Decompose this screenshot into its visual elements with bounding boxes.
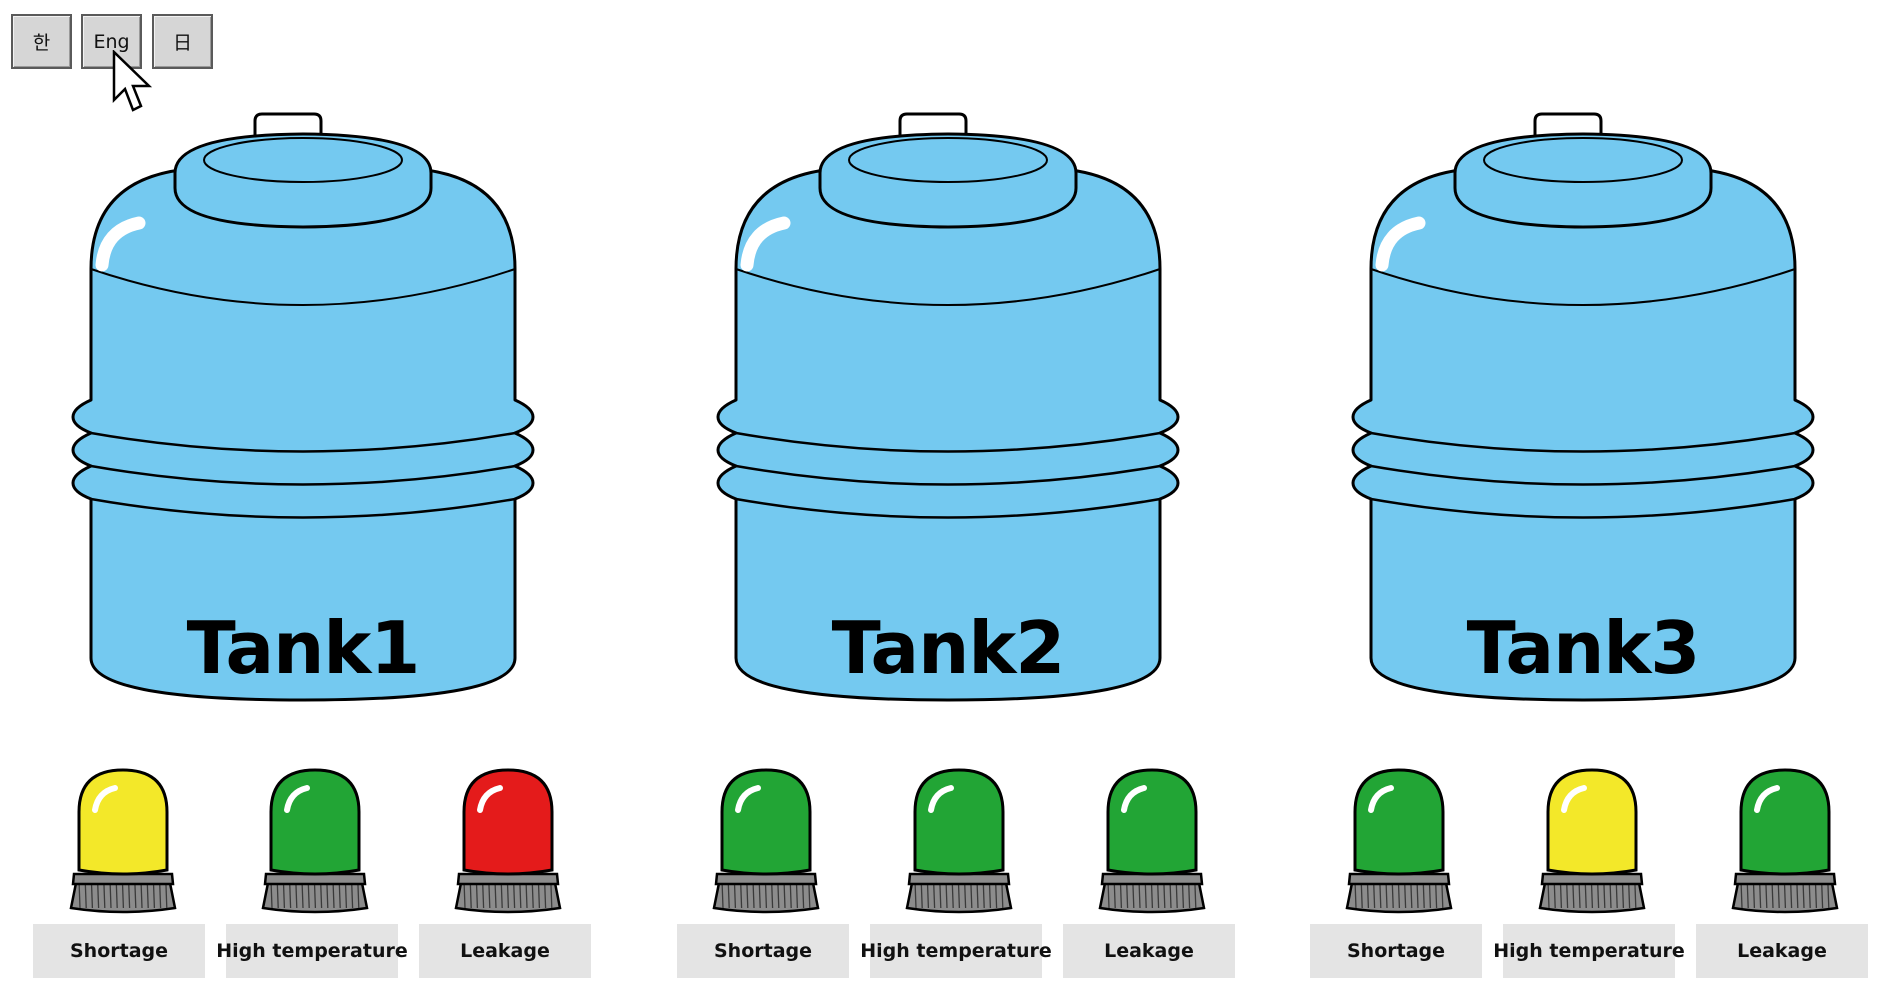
tank-3-leakage-lamp [1727,766,1843,914]
tank-1-high-temperature-lamp [257,766,373,914]
tank-2: Tank2 [712,108,1184,730]
tank-3-leakage-label: Leakage [1696,924,1868,978]
alarm-lamp-icon [1538,768,1646,914]
tank-1: Tank1 [67,108,539,730]
tank-3-name: Tank3 [1466,606,1701,690]
alarm-lamp-icon [261,768,369,914]
tank-3-shortage-lamp [1341,766,1457,914]
water-tank-graphic [71,112,535,702]
tank-2-shortage-lamp [708,766,824,914]
tank-1-shortage-label: Shortage [33,924,205,978]
lang-button-korean[interactable]: 한 [11,14,72,69]
tank-2-leakage-label: Leakage [1063,924,1235,978]
tank-3-shortage-label: Shortage [1310,924,1482,978]
alarm-lamp-icon [454,768,562,914]
tank-3: Tank3 [1347,108,1819,730]
alarm-lamp-icon [712,768,820,914]
alarm-lamp-icon [905,768,1013,914]
tank-1-shortage-lamp [65,766,181,914]
tank-2-shortage-label: Shortage [677,924,849,978]
lang-button-japanese[interactable]: 日 [152,14,213,69]
alarm-lamp-icon [1098,768,1206,914]
alarm-lamp-icon [1345,768,1453,914]
tank-2-high-temperature-label: High temperature [860,924,1052,978]
tank-3-high-temperature-lamp [1534,766,1650,914]
mouse-cursor-icon [112,50,153,112]
tank-1-name: Tank1 [186,606,421,690]
alarm-lamp-icon [69,768,177,914]
tank-2-name: Tank2 [831,606,1066,690]
tank-1-leakage-label: Leakage [419,924,591,978]
tank-3-high-temperature-label: High temperature [1493,924,1685,978]
water-tank-graphic [1351,112,1815,702]
tank-2-leakage-lamp [1094,766,1210,914]
tank-1-leakage-lamp [450,766,566,914]
tank-2-high-temperature-lamp [901,766,1017,914]
water-tank-graphic [716,112,1180,702]
tank-1-high-temperature-label: High temperature [216,924,408,978]
lang-button-english[interactable]: Eng [81,14,142,69]
alarm-lamp-icon [1731,768,1839,914]
